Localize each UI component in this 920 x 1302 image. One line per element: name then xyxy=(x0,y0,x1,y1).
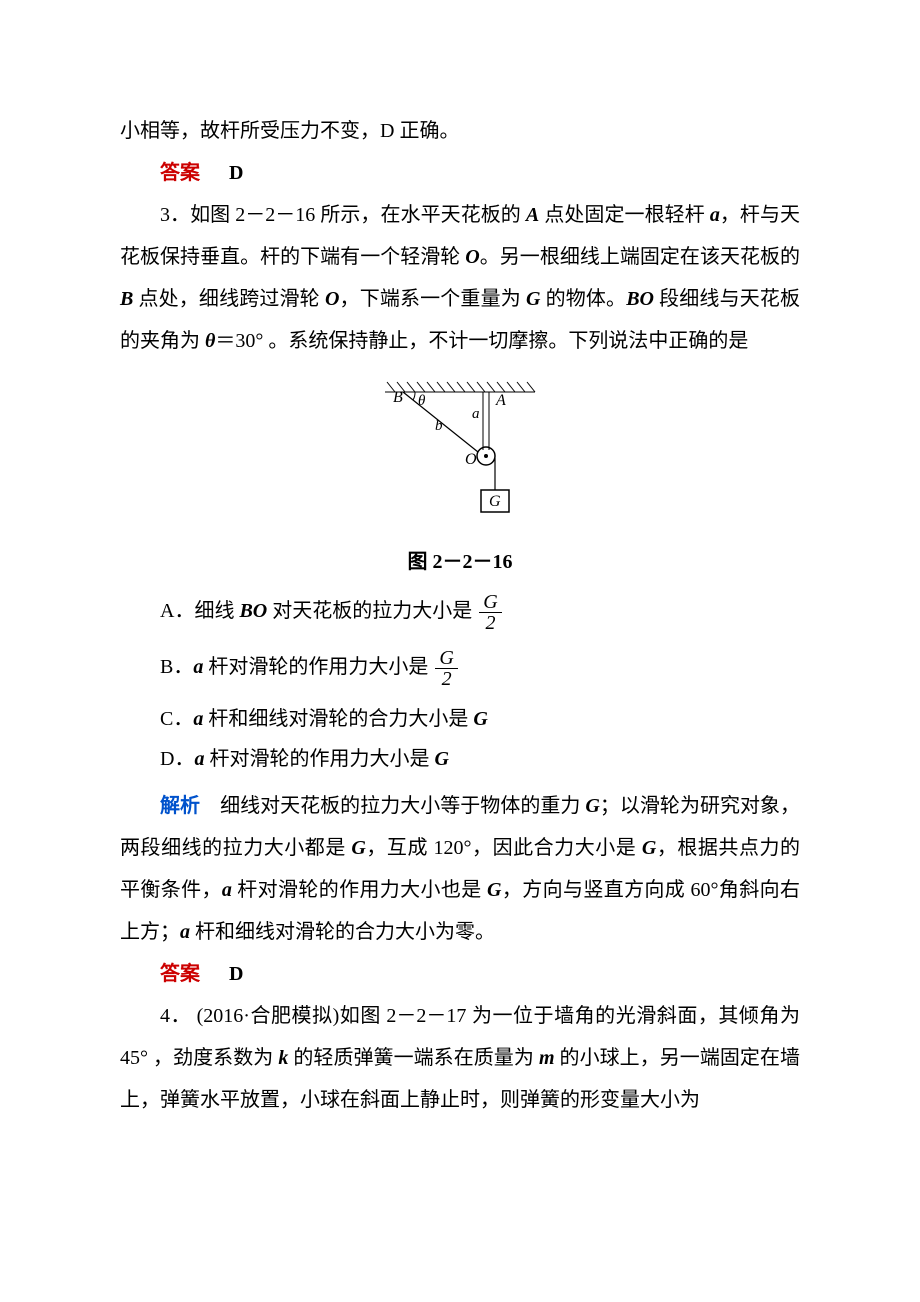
point-B: B xyxy=(120,288,133,310)
figure-caption: 图 2－2－16 xyxy=(120,541,800,583)
exp-a2: a xyxy=(180,921,190,943)
opt-D-a: a xyxy=(194,748,204,770)
opt-A-text2: 对天花板的拉力大小是 xyxy=(267,600,472,622)
opt-B-text2: 杆对滑轮的作用力大小是 xyxy=(203,656,428,678)
opt-D-text1: D． xyxy=(160,748,194,770)
fraction-G-over-2-b: G 2 xyxy=(435,648,457,689)
opt-D-G: G xyxy=(434,748,448,770)
point-A: A xyxy=(526,204,539,226)
q3-explanation: 解析 细线对天花板的拉力大小等于物体的重力 G；以滑轮为研究对象，两段细线的拉力… xyxy=(120,785,800,953)
opt-A-text1: A．细线 xyxy=(160,600,239,622)
q3-stem: 3．如图 2－2－16 所示，在水平天花板的 A 点处固定一根轻杆 a，杆与天花… xyxy=(120,194,800,362)
weight-G: G xyxy=(526,288,540,310)
fraction-G-over-2: G 2 xyxy=(479,592,501,633)
exp-G3: G xyxy=(642,837,656,859)
frac-den-b: 2 xyxy=(435,669,457,689)
fig-label-G: G xyxy=(489,493,501,510)
frac-num-b: G xyxy=(435,648,457,669)
page: 小相等，故杆所受压力不变，D 正确。 答案 D 3．如图 2－2－16 所示，在… xyxy=(0,0,920,1302)
exp-part: ，互成 120°，因此合力大小是 xyxy=(366,837,642,859)
option-D: D．a 杆对滑轮的作用力大小是 G xyxy=(160,739,800,779)
point-O: O xyxy=(465,246,479,268)
opt-C-text2: 杆和细线对滑轮的合力大小是 xyxy=(203,708,473,730)
option-C: C．a 杆和细线对滑轮的合力大小是 G xyxy=(160,699,800,739)
opt-C-G: G xyxy=(473,708,487,730)
answer-value: D xyxy=(229,162,243,184)
fig-label-O: O xyxy=(465,451,477,468)
answer-label-2: 答案 xyxy=(160,963,200,985)
frac-den: 2 xyxy=(479,613,501,633)
theta: θ xyxy=(205,330,215,352)
sym-k: k xyxy=(278,1047,288,1069)
opt-B-a: a xyxy=(193,656,203,678)
q3-stem-part: 3．如图 2－2－16 所示，在水平天花板的 xyxy=(160,204,526,226)
option-B: B．a 杆对滑轮的作用力大小是 G 2 xyxy=(160,647,800,689)
opt-B-text1: B． xyxy=(160,656,193,678)
option-A: A．细线 BO 对天花板的拉力大小是 G 2 xyxy=(160,591,800,633)
q3-stem-part: 点处，细线跨过滑轮 xyxy=(133,288,325,310)
q3-stem-part: 。另一根细线上端固定在该天花板的 xyxy=(480,246,800,268)
opt-D-text2: 杆对滑轮的作用力大小是 xyxy=(204,748,434,770)
exp-G4: G xyxy=(487,879,501,901)
fig-label-b: b xyxy=(435,418,443,434)
fig-label-theta: θ xyxy=(418,393,426,409)
opt-C-text1: C． xyxy=(160,708,193,730)
pulley-diagram-svg: B θ A a b O G xyxy=(365,372,555,522)
frac-num: G xyxy=(479,592,501,613)
fig-label-a: a xyxy=(472,406,480,422)
q4-stem: 4． (2016·合肥模拟)如图 2－2－17 为一位于墙角的光滑斜面，其倾角为… xyxy=(120,995,800,1121)
exp-G2: G xyxy=(351,837,365,859)
q3-stem-part: ＝30° 。系统保持静止，不计一切摩擦。下列说法中正确的是 xyxy=(215,330,748,352)
exp-part: 杆对滑轮的作用力大小也是 xyxy=(232,879,487,901)
answer-block-2: 答案 D xyxy=(160,953,800,995)
q3-stem-part: 的物体。 xyxy=(540,288,626,310)
sym-m: m xyxy=(539,1047,555,1069)
exp-part: 细线对天花板的拉力大小等于物体的重力 xyxy=(220,795,585,817)
fig-label-B: B xyxy=(393,389,403,406)
opt-A-BO: BO xyxy=(239,600,267,622)
exp-a1: a xyxy=(222,879,232,901)
top-fragment-line: 小相等，故杆所受压力不变，D 正确。 xyxy=(120,110,800,152)
point-O-2: O xyxy=(325,288,339,310)
answer-block-1: 答案 D xyxy=(160,152,800,194)
answer-label: 答案 xyxy=(160,162,200,184)
q3-stem-part: 点处固定一根轻杆 xyxy=(539,204,710,226)
fig-label-A: A xyxy=(495,392,506,409)
rod-a: a xyxy=(710,204,720,226)
answer-value-2: D xyxy=(229,963,243,985)
exp-G1: G xyxy=(585,795,599,817)
opt-C-a: a xyxy=(193,708,203,730)
segment-BO: BO xyxy=(626,288,654,310)
exp-part: 杆和细线对滑轮的合力大小为零。 xyxy=(190,921,495,943)
q4-stem-part: 的轻质弹簧一端系在质量为 xyxy=(288,1047,539,1069)
figure-2-2-16: B θ A a b O G xyxy=(120,372,800,537)
explain-label: 解析 xyxy=(160,795,200,817)
q3-stem-part: ，下端系一个重量为 xyxy=(339,288,526,310)
